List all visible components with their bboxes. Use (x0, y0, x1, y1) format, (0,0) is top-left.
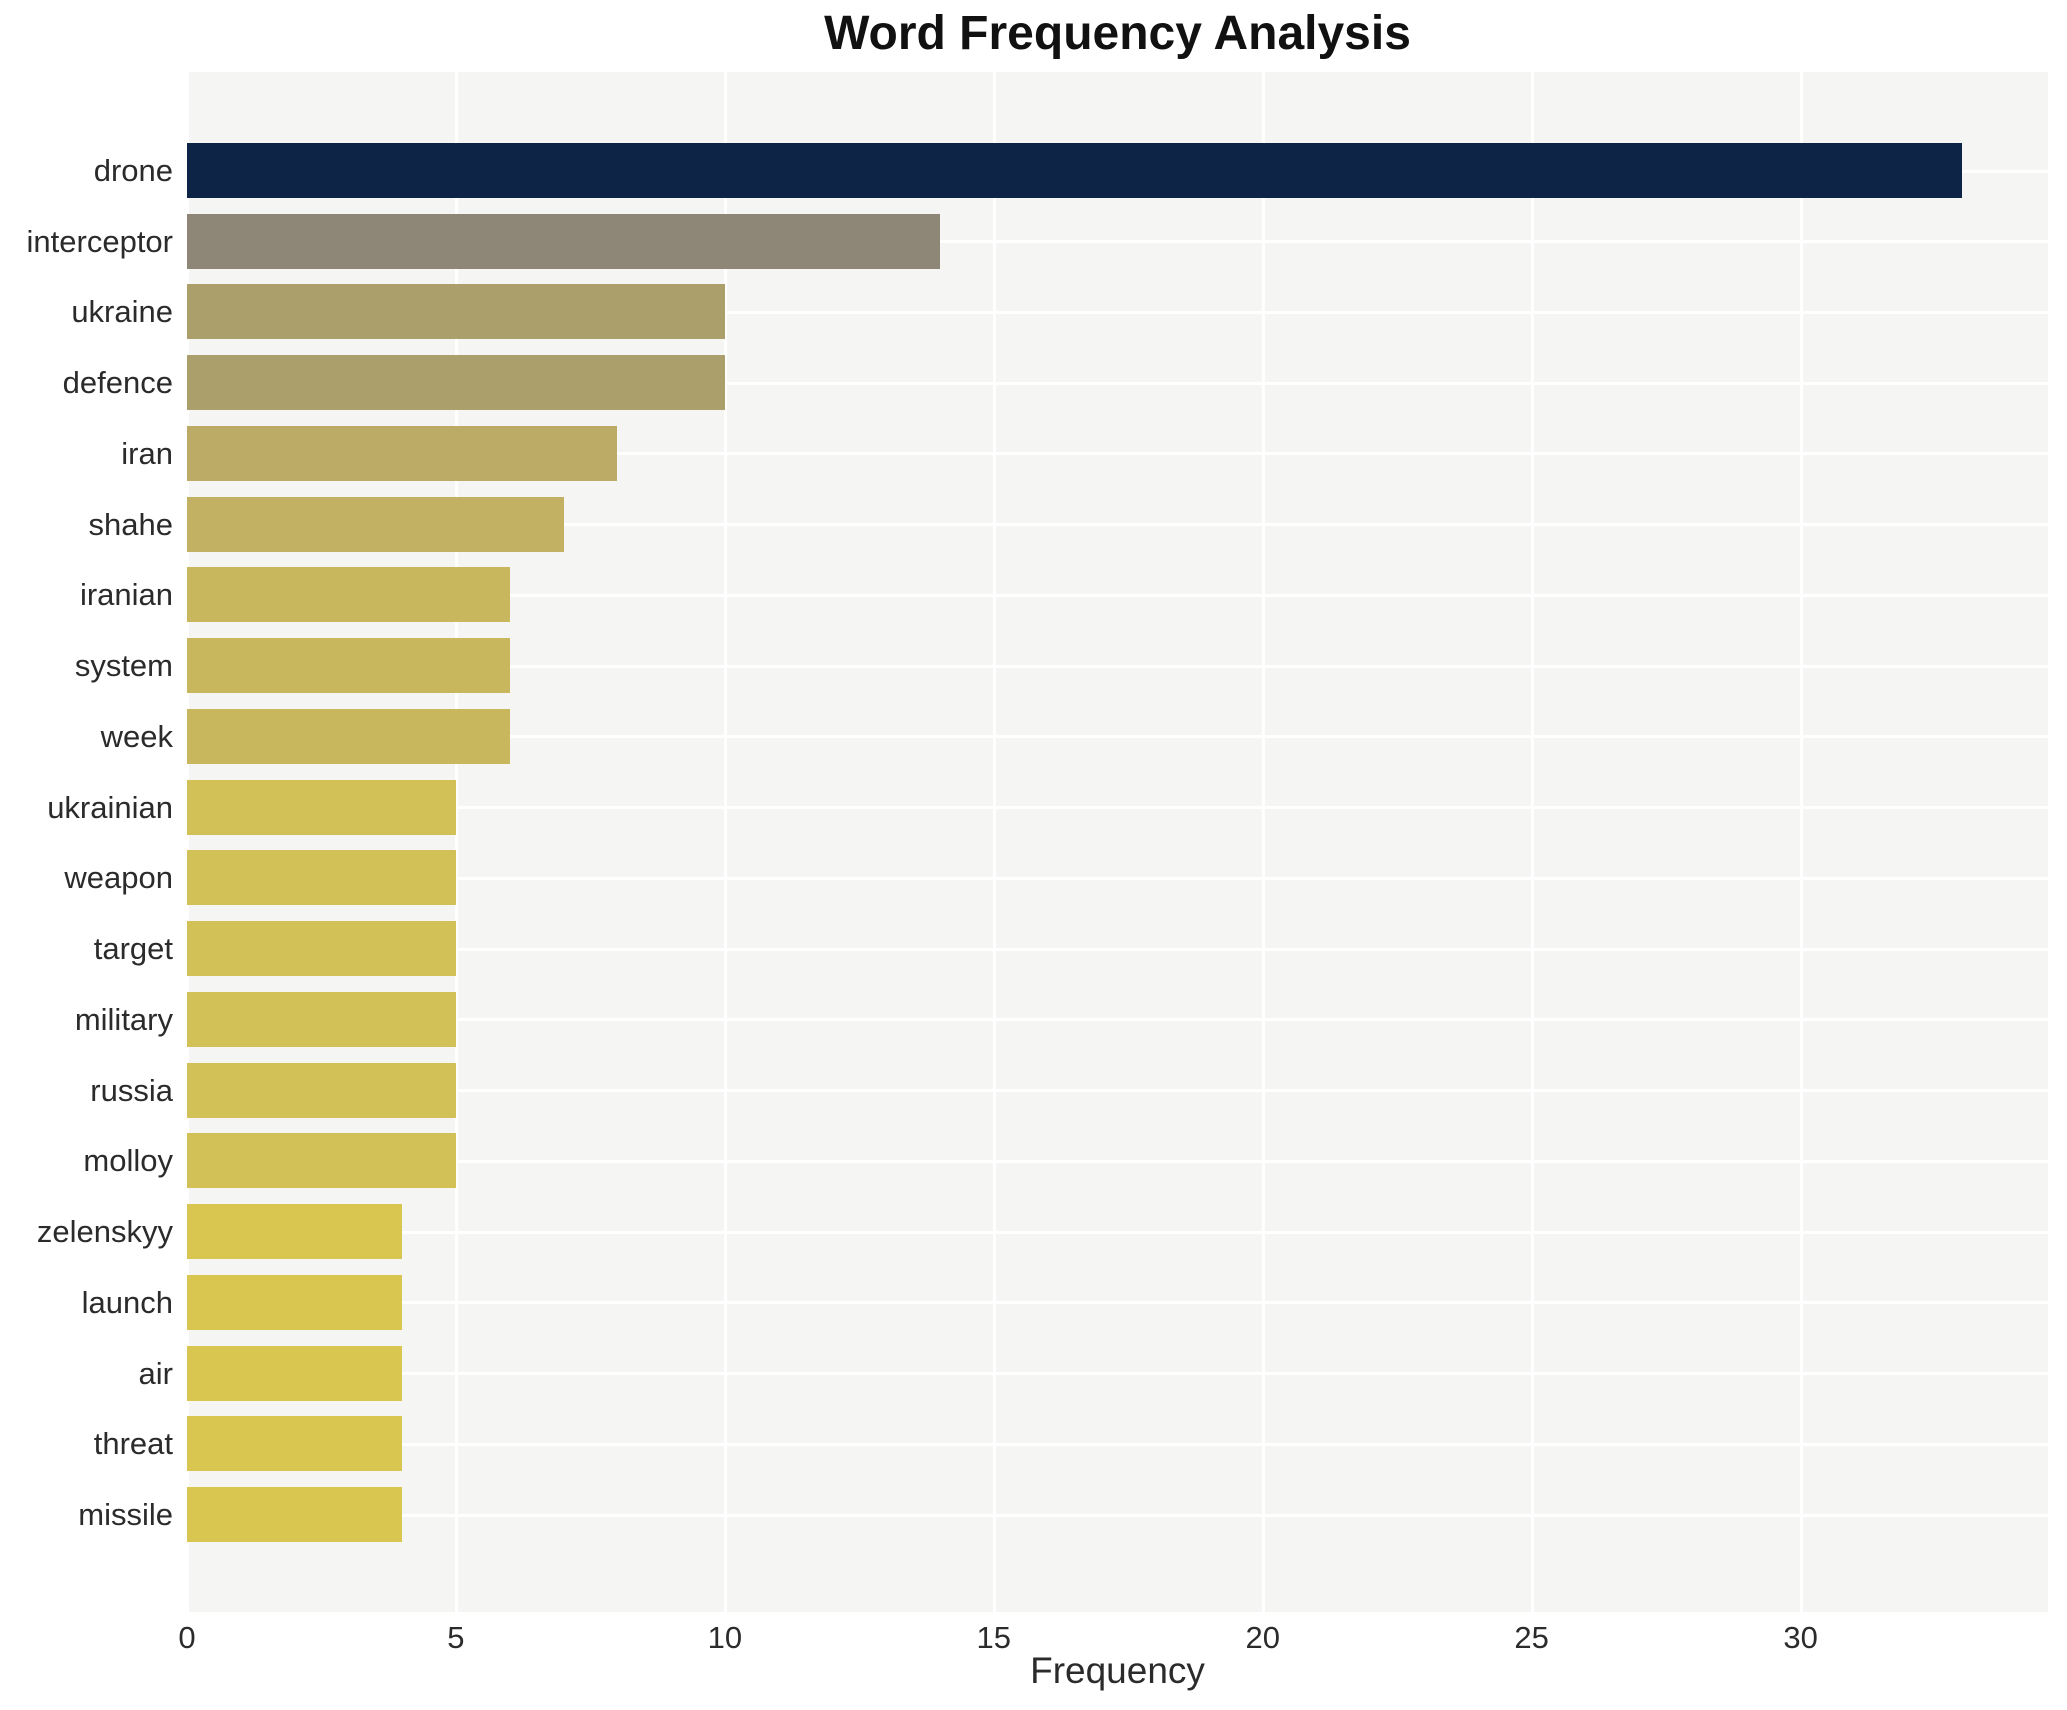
gridline-y-target (187, 947, 2048, 951)
x-tick-label-0: 0 (178, 1620, 196, 1655)
chart-title: Word Frequency Analysis (824, 7, 1411, 60)
gridline-y-iranian (187, 593, 2048, 597)
bar-air (187, 1345, 403, 1401)
bar-iranian (187, 567, 510, 623)
x-tick-label-10: 10 (707, 1620, 743, 1655)
y-tick-label-military: military (74, 1001, 173, 1037)
bar-ukraine (187, 284, 725, 340)
gridline-y-defence (187, 381, 2048, 385)
gridline-y-interceptor (187, 240, 2048, 244)
x-axis-label: Frequency (1030, 1650, 1205, 1691)
y-tick-label-drone: drone (93, 153, 173, 188)
bar-threat (187, 1416, 403, 1472)
bar-weapon (187, 850, 456, 906)
y-tick-label-threat: threat (93, 1426, 173, 1462)
x-tick-label-20: 20 (1245, 1620, 1280, 1655)
gridline-x-15 (992, 72, 996, 1612)
gridline-y-air (187, 1372, 2048, 1376)
x-tick-label-25: 25 (1514, 1620, 1549, 1655)
bar-week (187, 708, 510, 764)
gridline-y-iran (187, 452, 2048, 456)
bar-molloy (187, 1133, 456, 1189)
x-tick-label-15: 15 (976, 1620, 1012, 1655)
gridline-y-ukraine (187, 310, 2048, 314)
plot-area (186, 72, 2048, 1612)
bar-russia (187, 1062, 456, 1118)
y-tick-label-launch: launch (81, 1284, 173, 1320)
y-tick-label-defence: defence (62, 365, 173, 401)
gridline-y-russia (187, 1089, 2048, 1093)
bar-launch (187, 1274, 403, 1330)
bar-shahe (187, 496, 564, 552)
bar-missile (187, 1487, 403, 1542)
y-tick-label-missile: missile (78, 1497, 173, 1532)
bar-iran (187, 425, 618, 481)
gridline-y-system (187, 664, 2048, 668)
gridline-x-30 (1799, 72, 1803, 1612)
gridline-y-missile (187, 1513, 2048, 1517)
gridline-x-5 (454, 72, 458, 1612)
bar-target (187, 921, 456, 977)
gridline-y-threat (187, 1442, 2048, 1446)
y-tick-label-zelenskyy: zelenskyy (36, 1214, 173, 1250)
bar-defence (187, 355, 725, 411)
gridline-y-shahe (187, 523, 2048, 527)
y-tick-label-ukraine: ukraine (71, 294, 173, 330)
gridline-y-week (187, 735, 2048, 739)
bar-ukrainian (187, 779, 456, 835)
y-tick-label-target: target (93, 931, 173, 967)
y-tick-label-week: week (100, 718, 173, 754)
bar-zelenskyy (187, 1204, 403, 1260)
y-tick-label-air: air (138, 1355, 173, 1391)
gridline-x-10 (723, 72, 727, 1612)
y-tick-label-system: system (74, 648, 173, 684)
gridline-y-weapon (187, 876, 2048, 880)
y-tick-label-molloy: molloy (83, 1143, 173, 1179)
y-tick-label-shahe: shahe (88, 506, 173, 542)
x-tick-label-30: 30 (1783, 1620, 1818, 1655)
bar-system (187, 638, 510, 694)
gridline-x-20 (1261, 72, 1265, 1612)
y-tick-label-russia: russia (90, 1072, 173, 1108)
gridline-y-zelenskyy (187, 1230, 2048, 1234)
bar-military (187, 991, 456, 1047)
y-tick-label-iranian: iranian (79, 577, 173, 613)
x-tick-label-5: 5 (447, 1620, 465, 1655)
bar-interceptor (187, 213, 940, 269)
gridline-y-launch (187, 1301, 2048, 1305)
y-tick-label-ukrainian: ukrainian (47, 789, 173, 825)
gridline-x-25 (1530, 72, 1534, 1612)
y-tick-label-interceptor: interceptor (26, 223, 173, 259)
gridline-y-military (187, 1018, 2048, 1022)
gridline-y-ukrainian (187, 806, 2048, 810)
gridline-y-molloy (187, 1159, 2048, 1163)
bar-drone (187, 143, 1962, 198)
y-tick-label-iran: iran (121, 435, 173, 471)
gridline-x-0 (186, 72, 189, 1612)
y-tick-label-weapon: weapon (64, 860, 173, 896)
